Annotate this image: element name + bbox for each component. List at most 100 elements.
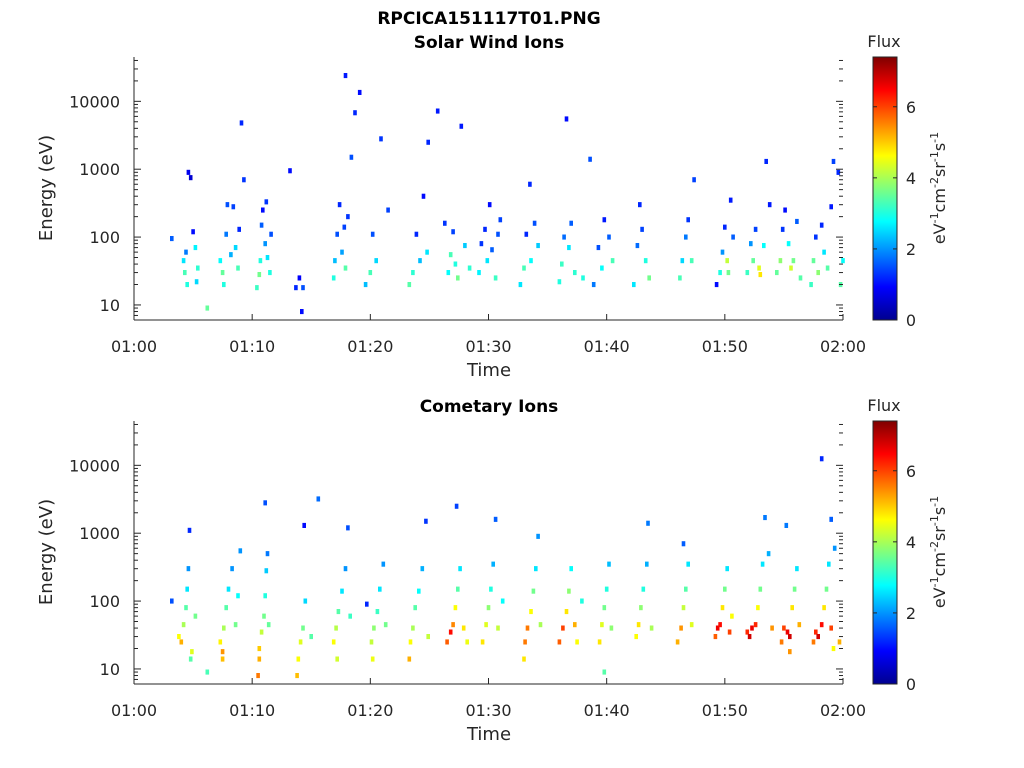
spectrogram-cell <box>718 270 722 276</box>
spectrogram-cell <box>573 270 577 276</box>
spectrogram-cell <box>791 258 796 264</box>
spectrogram-cell <box>684 234 688 240</box>
spectrogram-cell <box>331 275 336 281</box>
y-tick-label: 1000 <box>79 160 120 179</box>
spectrogram-cell <box>184 605 188 611</box>
spectrogram-cell <box>795 566 799 572</box>
spectrogram-cell <box>819 622 824 628</box>
spectrogram-cell <box>775 270 779 276</box>
spectrogram-cell <box>483 226 487 232</box>
spectrogram-cell <box>185 586 189 592</box>
x-tick-label: 01:10 <box>229 701 275 720</box>
spectrogram-cell <box>715 625 720 631</box>
spectrogram-cell <box>728 197 733 203</box>
spectrogram-cell <box>632 282 636 288</box>
spectrogram-cell <box>640 226 644 232</box>
spectrogram-cell <box>560 261 564 267</box>
spectrogram-cell <box>750 625 754 631</box>
spectrogram-cell <box>301 285 305 291</box>
spectrogram-cell <box>780 226 785 232</box>
spectrogram-cell <box>534 566 538 572</box>
spectrogram-cell <box>302 522 306 528</box>
spectrogram-cell <box>451 622 455 628</box>
spectrogram-cell <box>636 622 641 628</box>
spectrogram-cell <box>760 561 765 567</box>
spectrogram-cell <box>686 217 690 223</box>
spectrogram-cell <box>811 258 816 264</box>
spectrogram-cell <box>386 207 390 213</box>
spectrogram-cell <box>467 265 472 271</box>
spectrogram-cell <box>634 634 638 640</box>
x-tick-label: 01:20 <box>347 337 393 356</box>
x-tick-label: 01:20 <box>347 701 393 720</box>
spectrogram-cell <box>562 234 566 240</box>
spectrogram-cell <box>372 625 376 631</box>
colorbar-tick-label: 2 <box>906 240 916 259</box>
spectrogram-cometary <box>170 456 842 679</box>
spectrogram-cell <box>819 222 824 228</box>
spectrogram-cell <box>229 252 233 258</box>
spectrogram-cell <box>643 258 648 264</box>
colorbar-title-cometary: Flux <box>867 396 900 415</box>
spectrogram-cell <box>681 605 686 611</box>
x-tick-label: 01:50 <box>702 337 748 356</box>
spectrogram-cell <box>407 656 412 662</box>
spectrogram-cell <box>822 249 826 255</box>
spectrogram-cell <box>456 586 460 592</box>
spectrogram-cell <box>297 275 302 281</box>
spectrogram-cell <box>723 586 727 592</box>
spectrogram-cell <box>809 282 813 288</box>
spectrogram-cell <box>675 639 680 645</box>
spectrogram-cell <box>186 169 191 175</box>
colorbar-tick-label: 4 <box>906 169 916 188</box>
spectrogram-cell <box>827 561 831 567</box>
spectrogram-cell <box>836 169 841 175</box>
spectrogram-cell <box>340 588 344 594</box>
spectrogram-cell <box>295 673 299 679</box>
spectrogram-cell <box>782 625 786 631</box>
colorbar-ticks-cometary: 0 2 4 6 <box>873 462 916 694</box>
spectrogram-cell <box>713 634 718 640</box>
spectrogram-cell <box>681 541 686 547</box>
spectrogram-cell <box>757 265 761 271</box>
spectrogram-cell <box>756 605 760 611</box>
spectrogram-cell <box>261 207 265 213</box>
plot-area-cometary <box>134 421 843 684</box>
spectrogram-cell <box>233 622 238 628</box>
spectrogram-cell <box>797 622 802 628</box>
x-tick-label: 01:30 <box>465 701 511 720</box>
spectrogram-cell <box>454 503 459 509</box>
spectrogram-solar-wind <box>170 73 845 315</box>
spectrogram-cell <box>602 605 607 611</box>
spectrogram-cell <box>841 258 845 264</box>
spectrogram-cell <box>343 265 348 271</box>
spectrogram-cell <box>353 110 357 116</box>
spectrogram-cell <box>610 258 615 264</box>
spectrogram-cell <box>183 270 187 276</box>
figure-title: RPCICA151117T01.PNG <box>377 9 600 29</box>
spectrogram-cell <box>220 270 225 276</box>
spectrogram-cell <box>814 234 818 240</box>
spectrogram-cell <box>789 265 793 271</box>
spectrogram-cell <box>678 275 682 281</box>
spectrogram-cell <box>177 634 181 640</box>
spectrogram-cell <box>264 568 269 574</box>
spectrogram-cell <box>333 258 337 264</box>
spectrogram-cell <box>369 639 374 645</box>
spectrogram-cell <box>596 245 601 251</box>
spectrogram-cell <box>188 175 193 181</box>
spectrogram-cell <box>265 551 270 557</box>
spectrogram-cell <box>374 258 378 264</box>
y-tick-label: 100 <box>89 228 120 247</box>
spectrogram-cell <box>798 275 803 281</box>
spectrogram-cell <box>609 625 614 631</box>
spectrogram-cell <box>692 177 696 183</box>
spectrogram-cell <box>342 224 347 230</box>
xlabel-cometary: Time <box>466 724 511 745</box>
spectrogram-cell <box>263 593 267 599</box>
spectrogram-cell <box>335 231 339 237</box>
spectrogram-cell <box>443 220 447 226</box>
panel-title-solar-wind: Solar Wind Ions <box>414 33 565 53</box>
spectrogram-cell <box>816 634 820 640</box>
spectrogram-cell <box>348 613 352 619</box>
